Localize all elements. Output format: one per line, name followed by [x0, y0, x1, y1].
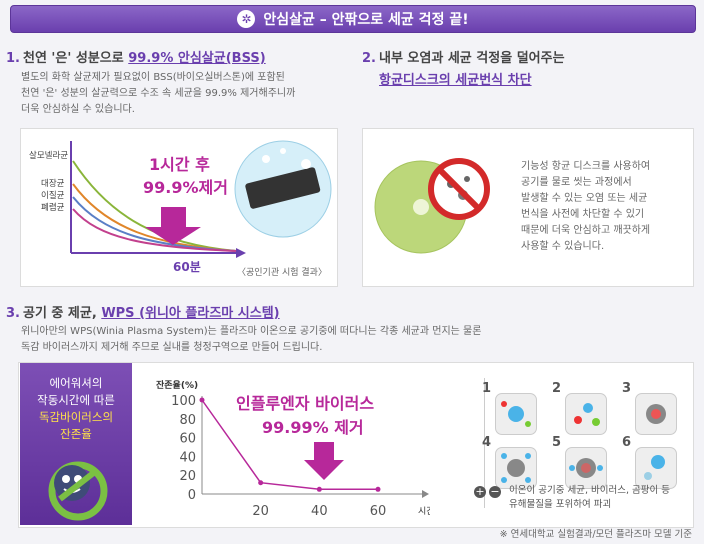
antibacterial-disc-image [374, 158, 490, 254]
y-tick-label: 80 [179, 413, 196, 428]
section2-panel: 기능성 항균 디스크를 사용하여 공기를 물로 씻는 과정에서 발생할 수 있는… [362, 128, 694, 287]
section1-panel: 살모넬라균 대장균 이질균 폐렴균 1시간 후 99.9%제거 60분 〈공인기… [20, 128, 338, 287]
step-number-4: 4 [482, 435, 492, 450]
section2-number: 2. [362, 51, 376, 66]
step-number-3: 3 [622, 381, 632, 396]
step-number-2: 2 [552, 381, 562, 396]
y-tick-label: 100 [171, 394, 196, 409]
step-5-image [565, 447, 607, 489]
section3-highlight: WPS (위니아 플라즈마 시스템) [101, 306, 280, 321]
page-header: ✲ 안심살균 – 안팎으로 세균 걱정 끝! [10, 5, 696, 33]
section2-highlight: 항균디스크의 세균번식 차단 [379, 73, 532, 88]
virus-mascot-icon [48, 461, 108, 521]
bacteria-decay-graph [70, 140, 332, 258]
step-4-image [495, 447, 537, 489]
chart-percent-text: 99.99% 제거 [262, 418, 364, 437]
test-source: 〈공인기관 시험 결과〉 [237, 268, 327, 278]
step-2-image [565, 393, 607, 435]
data-point [258, 480, 264, 486]
label-dysentery: 이질균 [41, 191, 65, 201]
y-tick-label: 20 [179, 469, 196, 484]
ion-caption: 이온이 공기중 세균, 바이러스, 곰팡이 등 유해물질을 포위하여 파괴 [509, 485, 670, 510]
step-1-image [495, 393, 537, 435]
section2-title: 내부 오염과 세균 걱정을 덜어주는 [378, 51, 565, 66]
removal-percent: 99.9%제거 [143, 178, 228, 197]
gear-icon: ✲ [237, 10, 256, 28]
label-ecoli: 대장균 [41, 179, 65, 189]
section3-title: 공기 중 제균, [22, 306, 102, 321]
data-point [316, 486, 322, 492]
data-point [375, 486, 381, 492]
duration-info-box: 에어워셔의 작동시간에 따른 독감바이러스의 잔존율 [20, 363, 132, 525]
ion-legend: + − [474, 486, 501, 498]
plus-icon: + [474, 485, 486, 498]
x-axis-label: 시간(%) [418, 506, 430, 517]
y-tick-label: 40 [179, 450, 196, 465]
footnote: ※ 연세대학교 실험결과/모던 플라즈마 모델 기준 [499, 529, 692, 540]
section3-number: 3. [6, 306, 20, 321]
x-tick-label: 20 [252, 504, 269, 519]
step-number-6: 6 [622, 435, 632, 450]
step-6-image [635, 447, 677, 489]
section1-heading: 1. 천연 '은' 성분으로 99.9% 안심살균(BSS) [6, 47, 266, 66]
x-tick-label: 40 [311, 504, 328, 519]
section2-description: 기능성 항균 디스크를 사용하여 공기를 물로 씻는 과정에서 발생할 수 있는… [521, 161, 651, 252]
time-axis-label: 60분 [173, 260, 201, 274]
step-3-image [635, 393, 677, 435]
data-point [199, 397, 205, 403]
step-number-1: 1 [482, 381, 492, 396]
x-tick-label: 60 [370, 504, 387, 519]
time-text: 1시간 후 [149, 155, 210, 174]
y-axis-label: 잔존율(%) [156, 379, 198, 391]
minus-icon: − [489, 485, 501, 498]
down-arrow-icon [304, 442, 344, 480]
chart-title-text: 인플루엔자 바이러스 [236, 394, 375, 413]
step-number-5: 5 [552, 435, 562, 450]
label-pneumonia: 폐렴균 [41, 203, 65, 213]
section1-title: 천연 '은' 성분으로 [22, 51, 129, 66]
influenza-survival-chart: 잔존율(%) 100 80 60 40 20 0 20 40 60 시간(%) [156, 379, 430, 519]
y-tick-label: 0 [188, 488, 196, 503]
section3-heading: 3. 공기 중 제균, WPS (위니아 플라즈마 시스템) [6, 302, 280, 321]
page-title: 안심살균 – 안팎으로 세균 걱정 끝! [263, 12, 469, 28]
series-line [201, 399, 378, 491]
y-tick-label: 60 [179, 432, 196, 447]
section3-description: 위니아만의 WPS(Winia Plasma System)는 플라즈마 이온으… [21, 326, 482, 353]
section1-description: 별도의 화학 살균제가 필요없이 BSS(바이오실버스톤)에 포함된 천연 '은… [21, 72, 296, 115]
x-axis-arrow [422, 490, 429, 498]
section2-heading: 2. 내부 오염과 세균 걱정을 덜어주는 항균디스크의 세균번식 차단 [362, 47, 565, 88]
section1-highlight: 99.9% 안심살균(BSS) [128, 51, 266, 66]
label-salmonella: 살모넬라균 [29, 151, 69, 161]
section1-number: 1. [6, 51, 20, 66]
